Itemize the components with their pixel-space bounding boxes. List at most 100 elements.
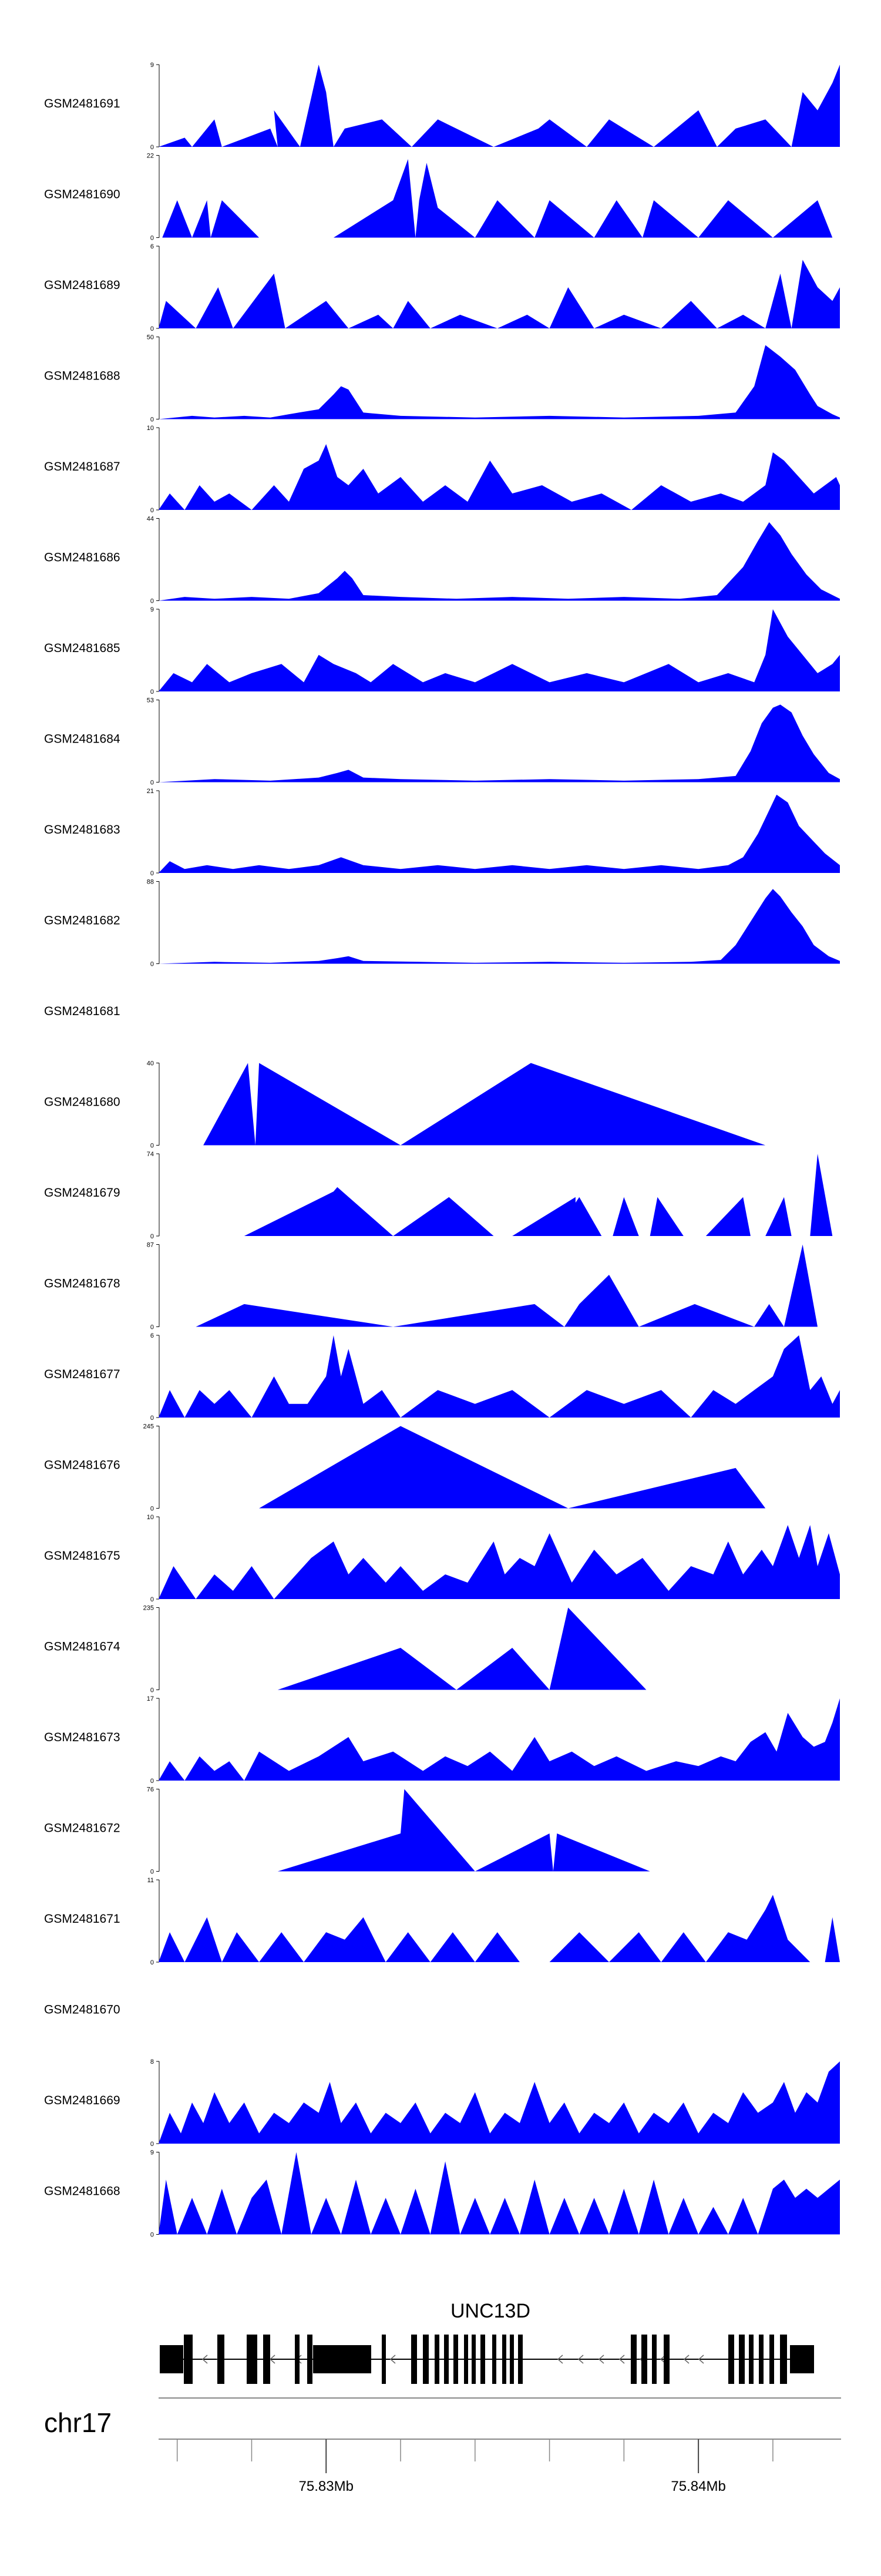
exon-block — [217, 2335, 224, 2384]
strand-arrow — [598, 2355, 604, 2364]
genome-axis: chr17 75.83Mb 75.84Mb — [44, 2397, 841, 2494]
exon-block — [263, 2335, 270, 2384]
exon-block — [247, 2335, 257, 2384]
track-label: GSM2481675 — [44, 1549, 120, 1563]
track-GSM2481689: GSM2481689 6 0 — [44, 243, 840, 333]
y-axis-max-label: 22 — [147, 153, 154, 160]
y-axis-min-label: 0 — [150, 1778, 154, 1785]
track-GSM2481691: GSM2481691 9 0 — [44, 62, 840, 151]
y-axis-max-label: 53 — [147, 697, 154, 704]
axis-tick-label: 75.84Mb — [671, 2478, 725, 2494]
coverage-area — [159, 522, 840, 601]
coverage-area — [159, 2152, 840, 2235]
track-GSM2481685: GSM2481685 9 0 — [44, 606, 840, 696]
exon-block — [510, 2335, 514, 2384]
track-GSM2481675: GSM2481675 10 0 — [44, 1514, 840, 1603]
track-label: GSM2481670 — [44, 2003, 120, 2017]
track-label: GSM2481681 — [44, 1005, 120, 1018]
coverage-area — [159, 1335, 840, 1418]
y-axis-max-label: 6 — [150, 1332, 154, 1339]
exon-utr-block — [790, 2345, 814, 2373]
strand-arrow — [683, 2355, 690, 2364]
track-GSM2481684: GSM2481684 53 0 — [44, 697, 840, 787]
exon-block — [423, 2335, 429, 2384]
strand-arrow — [577, 2355, 584, 2364]
track-GSM2481668: GSM2481668 9 0 — [44, 2150, 840, 2239]
y-axis-min-label: 0 — [150, 417, 154, 424]
exon-block — [502, 2335, 506, 2384]
exon-block — [453, 2335, 458, 2384]
coverage-area — [159, 1525, 840, 1599]
y-axis-min-label: 0 — [150, 1233, 154, 1240]
track-label: GSM2481669 — [44, 2094, 120, 2107]
gene-model-track: UNC13D — [160, 2300, 814, 2384]
y-axis-min-label: 0 — [150, 1959, 154, 1966]
coverage-area — [159, 1895, 840, 1962]
y-axis-max-label: 9 — [150, 606, 154, 613]
y-axis-min-label: 0 — [150, 1687, 154, 1694]
track-GSM2481687: GSM2481687 10 0 — [44, 425, 840, 514]
track-GSM2481683: GSM2481683 21 0 — [44, 788, 840, 877]
exon-utr-block — [160, 2345, 183, 2373]
y-axis-min-label: 0 — [150, 780, 154, 787]
track-GSM2481669: GSM2481669 8 0 — [44, 2058, 840, 2148]
y-axis-max-label: 9 — [150, 62, 154, 69]
exon-block — [382, 2335, 386, 2384]
track-label: GSM2481673 — [44, 1731, 120, 1744]
exon-block — [664, 2335, 670, 2384]
strand-arrow — [557, 2355, 563, 2364]
track-GSM2481670: GSM2481670 — [44, 2003, 120, 2017]
track-GSM2481671: GSM2481671 11 0 — [44, 1877, 840, 1966]
y-axis-max-label: 87 — [147, 1242, 154, 1249]
exon-block — [728, 2335, 734, 2384]
exon-utr-block — [313, 2345, 371, 2373]
strand-arrow — [389, 2355, 396, 2364]
y-axis-max-label: 74 — [147, 1151, 154, 1158]
exon-block — [492, 2335, 496, 2384]
track-label: GSM2481682 — [44, 914, 120, 928]
track-GSM2481681: GSM2481681 — [44, 1005, 120, 1018]
exon-block — [435, 2335, 439, 2384]
track-label: GSM2481690 — [44, 188, 120, 201]
track-label: GSM2481684 — [44, 733, 120, 746]
coverage-area — [159, 65, 840, 147]
track-GSM2481673: GSM2481673 17 0 — [44, 1695, 840, 1785]
y-axis-min-label: 0 — [150, 1596, 154, 1603]
track-GSM2481678: GSM2481678 87 0 — [44, 1242, 818, 1331]
coverage-area — [159, 889, 840, 964]
y-axis-min-label: 0 — [150, 598, 154, 605]
y-axis-max-label: 88 — [147, 879, 154, 886]
y-axis-max-label: 6 — [150, 243, 154, 250]
y-axis-min-label: 0 — [150, 961, 154, 968]
coverage-area — [203, 1063, 766, 1146]
gene-name-label: UNC13D — [450, 2300, 530, 2322]
y-axis-min-label: 0 — [150, 1415, 154, 1422]
exon-block — [780, 2335, 787, 2384]
track-GSM2481690: GSM2481690 22 0 — [44, 153, 840, 242]
coverage-area — [159, 609, 840, 691]
exon-block — [518, 2335, 523, 2384]
exon-block — [184, 2335, 193, 2384]
track-GSM2481682: GSM2481682 88 0 — [44, 879, 840, 968]
y-axis-max-label: 9 — [150, 2150, 154, 2157]
chromosome-label: chr17 — [44, 2407, 112, 2438]
y-axis-min-label: 0 — [150, 1506, 154, 1513]
track-GSM2481674: GSM2481674 235 0 — [44, 1605, 647, 1694]
y-axis-max-label: 235 — [143, 1605, 154, 1612]
track-label: GSM2481678 — [44, 1277, 120, 1291]
y-axis-min-label: 0 — [150, 870, 154, 877]
track-label: GSM2481680 — [44, 1096, 120, 1109]
y-axis-max-label: 10 — [147, 425, 154, 432]
track-label: GSM2481679 — [44, 1186, 120, 1200]
coverage-area — [159, 345, 840, 419]
track-label: GSM2481676 — [44, 1459, 120, 1472]
y-axis-min-label: 0 — [150, 688, 154, 696]
strand-arrow — [201, 2355, 208, 2364]
y-axis-max-label: 40 — [147, 1060, 154, 1067]
coverage-area — [277, 1789, 650, 1872]
coverage-area — [159, 260, 840, 328]
track-GSM2481676: GSM2481676 245 0 — [44, 1423, 766, 1513]
track-label: GSM2481674 — [44, 1640, 120, 1654]
y-axis-max-label: 245 — [143, 1423, 154, 1430]
